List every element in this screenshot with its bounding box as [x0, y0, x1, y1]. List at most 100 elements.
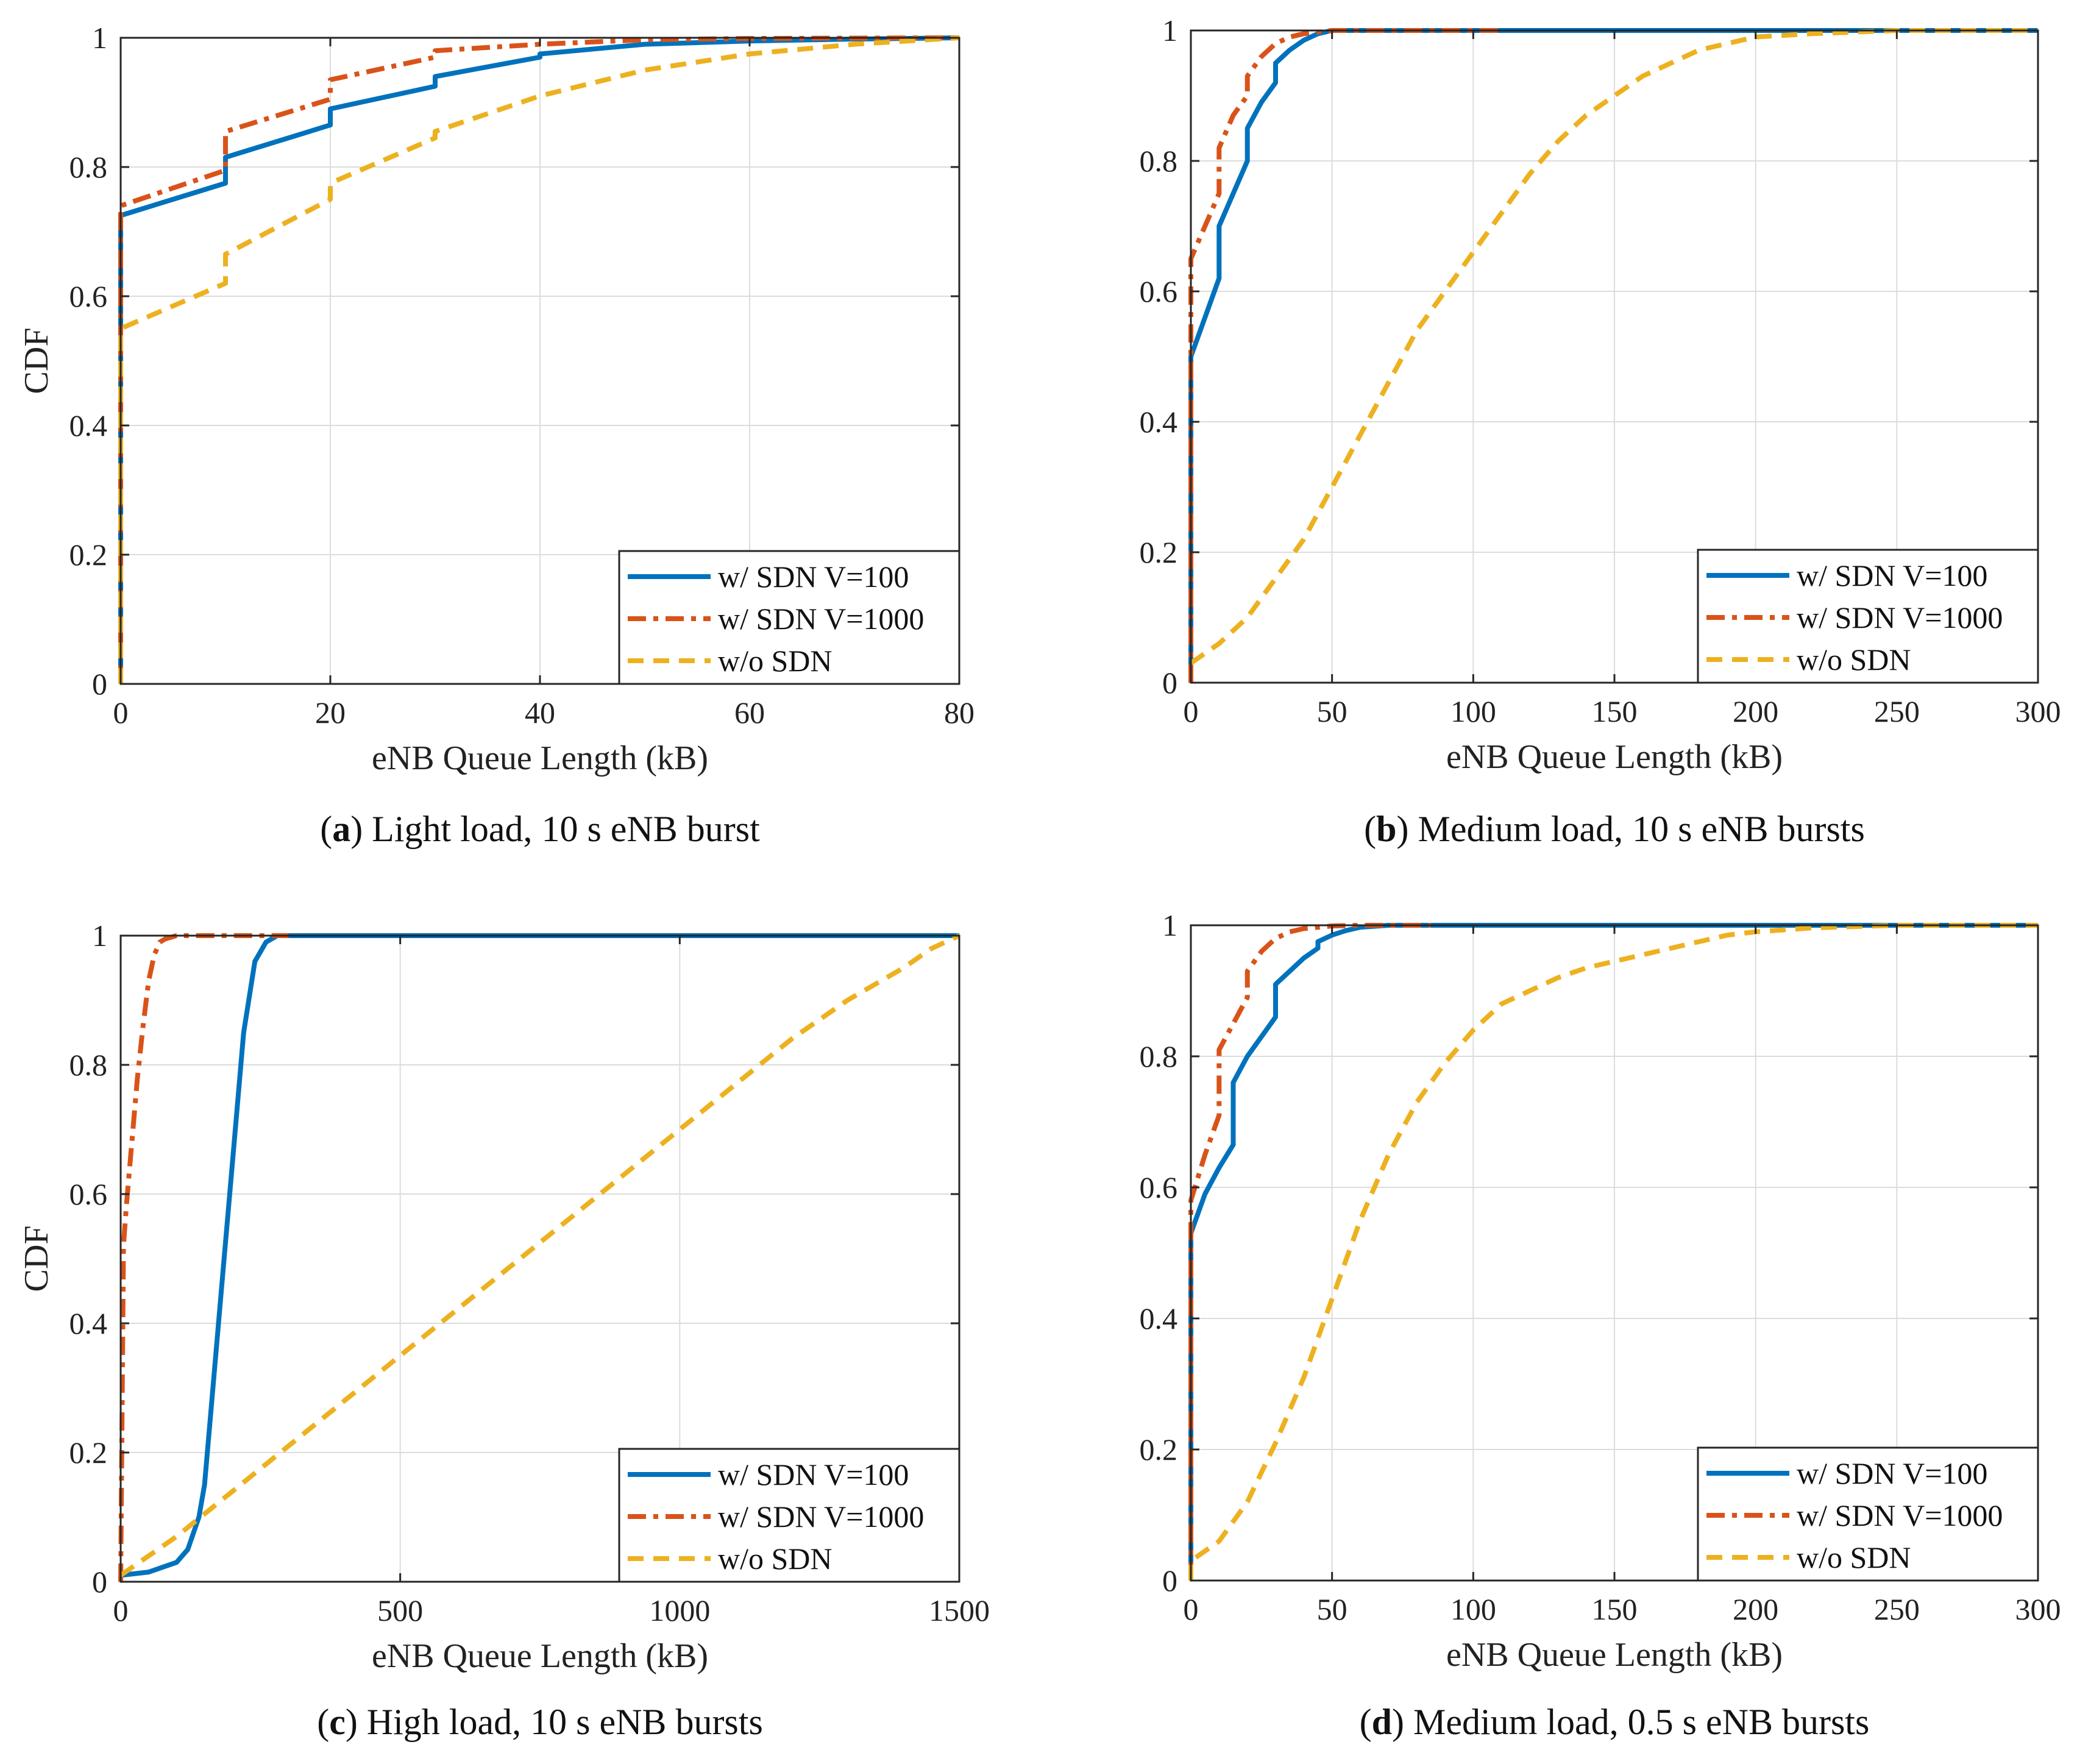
- legend-label-v100: w/ SDN V=100: [1797, 1456, 1987, 1490]
- x-tick-label: 250: [1874, 694, 1920, 728]
- series-line-v100: [1188, 28, 2038, 683]
- panel-caption: (c) High load, 10 s eNB bursts: [317, 1702, 763, 1742]
- chart-panel-c: 0 500 1000 1500 0 0.2 0.4 0.6 0.8 1 eNB Queue Leng…: [18, 919, 990, 1742]
- series-line-nosdn: [118, 35, 960, 684]
- y-tick-label: 0.2: [69, 538, 108, 572]
- chart-panel-a: 0 20 40 60 80 0 0.2 0.4 0.6 0.8 1 eNB Queue Length …: [18, 21, 975, 849]
- legend: w/ SDN V=100 w/ SDN V=1000 w/o SDN: [1697, 1446, 2039, 1582]
- series-group: [1188, 923, 2038, 1581]
- y-tick-label: 0.4: [69, 1306, 108, 1340]
- legend-label-v1000: w/ SDN V=1000: [1797, 1498, 2003, 1532]
- legend-label-v100: w/ SDN V=100: [718, 560, 909, 594]
- x-tick-label: 60: [734, 695, 765, 730]
- caption-text: ) High load, 10 s eNB bursts: [346, 1702, 763, 1742]
- panel-caption: (b) Medium load, 10 s eNB bursts: [1364, 809, 1865, 849]
- caption-text: ) Light load, 10 s eNB burst: [350, 809, 760, 849]
- x-tick-label: 150: [1592, 694, 1638, 728]
- x-tick-label: 80: [944, 695, 975, 730]
- chart-panel-d: 0 50 100 150 200 250 300 0 0.2 0.4 0.6 0.8 1 eNB Queu…: [1140, 908, 2061, 1742]
- legend-label-v1000: w/ SDN V=1000: [1797, 600, 2003, 635]
- x-tick-label: 200: [1733, 1592, 1778, 1626]
- series-group: [118, 35, 960, 684]
- legend-label-v1000: w/ SDN V=1000: [718, 602, 924, 636]
- series-group: [1188, 28, 2038, 683]
- x-tick-label: 300: [2015, 1592, 2061, 1626]
- y-tick-label: 0.6: [69, 1177, 108, 1211]
- legend-label-v100: w/ SDN V=100: [718, 1457, 909, 1492]
- series-line-v1000: [118, 35, 960, 684]
- y-tick-label: 0.6: [1140, 274, 1178, 308]
- x-tick-label: 100: [1450, 1592, 1496, 1626]
- y-axis-label: CDF: [18, 328, 55, 394]
- series-line-v100: [1188, 923, 2038, 1581]
- x-tick-label: 0: [1184, 694, 1199, 728]
- chart-panel-b: 0 50 100 150 200 250 300 0 0.2 0.4 0.6 0.8 1 eNB Queu…: [1140, 13, 2061, 849]
- series-line-v1000: [1188, 923, 1431, 1581]
- legend-label-v100: w/ SDN V=100: [1797, 558, 1987, 592]
- caption-text: ) Medium load, 10 s eNB bursts: [1397, 809, 1865, 849]
- x-tick-label: 0: [113, 695, 129, 730]
- series-line-v100: [118, 35, 960, 684]
- x-tick-label: 1500: [929, 1593, 990, 1627]
- y-tick-label: 1: [92, 21, 107, 55]
- y-tick-label: 0.2: [1140, 535, 1178, 569]
- panel-caption: (a) Light load, 10 s eNB burst: [320, 809, 760, 849]
- caption-paren-open: (: [1364, 809, 1376, 849]
- legend-label-nosdn: w/o SDN: [718, 1542, 833, 1576]
- caption-paren-open: (: [317, 1702, 329, 1742]
- x-axis-label: eNB Queue Length (kB): [1446, 738, 1783, 776]
- caption-panel-letter: d: [1372, 1702, 1392, 1742]
- y-tick-label: 0.4: [1140, 1301, 1178, 1335]
- x-tick-label: 1000: [649, 1593, 710, 1627]
- y-tick-label: 0.6: [1140, 1170, 1178, 1204]
- series-line-nosdn: [1189, 28, 2038, 666]
- y-tick-label: 0.2: [69, 1435, 108, 1470]
- y-tick-label: 0: [92, 667, 107, 701]
- y-tick-label: 0.8: [1140, 1039, 1178, 1073]
- y-axis-label: CDF: [18, 1226, 55, 1292]
- x-tick-label: 150: [1592, 1592, 1638, 1626]
- x-tick-label: 50: [1317, 694, 1347, 728]
- x-tick-label: 100: [1450, 694, 1496, 728]
- legend-label-nosdn: w/o SDN: [1797, 1540, 1911, 1574]
- caption-panel-letter: a: [332, 809, 350, 849]
- y-tick-label: 0.4: [1140, 405, 1178, 439]
- x-axis-label: eNB Queue Length (kB): [372, 739, 708, 777]
- y-tick-label: 1: [1162, 13, 1177, 48]
- caption-panel-letter: c: [329, 1702, 346, 1742]
- y-tick-label: 0: [1162, 666, 1177, 700]
- legend: w/ SDN V=100 w/ SDN V=1000 w/o SDN: [1697, 549, 2039, 684]
- y-tick-label: 0.4: [69, 408, 108, 443]
- series-line-nosdn: [119, 933, 960, 1577]
- y-tick-label: 0.2: [1140, 1432, 1178, 1467]
- x-tick-label: 250: [1874, 1592, 1920, 1626]
- y-tick-label: 0.8: [1140, 144, 1178, 178]
- series-line-v1000: [1188, 28, 1502, 683]
- x-axis-label: eNB Queue Length (kB): [1446, 1636, 1783, 1674]
- x-tick-label: 50: [1317, 1592, 1347, 1626]
- x-tick-label: 0: [113, 1593, 129, 1627]
- y-tick-label: 0.8: [69, 150, 108, 184]
- x-tick-label: 20: [315, 695, 346, 730]
- legend-label-nosdn: w/o SDN: [718, 644, 833, 678]
- y-tick-label: 0: [92, 1565, 107, 1599]
- series-line-nosdn: [1188, 923, 2038, 1581]
- y-tick-label: 0: [1162, 1563, 1177, 1598]
- x-tick-label: 40: [525, 695, 555, 730]
- axes-frame: [119, 934, 960, 1583]
- legend: w/ SDN V=100 w/ SDN V=1000 w/o SDN: [618, 550, 960, 685]
- caption-paren-open: (: [320, 809, 332, 849]
- panel-caption: (d) Medium load, 0.5 s eNB bursts: [1360, 1702, 1870, 1742]
- legend-label-v1000: w/ SDN V=1000: [718, 1499, 924, 1534]
- legend-label-nosdn: w/o SDN: [1797, 642, 1911, 677]
- y-tick-label: 0.8: [69, 1048, 108, 1082]
- y-tick-label: 0.6: [69, 279, 108, 313]
- caption-text: ) Medium load, 0.5 s eNB bursts: [1392, 1702, 1869, 1742]
- caption-paren-open: (: [1360, 1702, 1372, 1742]
- caption-panel-letter: b: [1376, 809, 1396, 849]
- x-tick-label: 500: [377, 1593, 423, 1627]
- x-tick-label: 0: [1184, 1592, 1199, 1626]
- y-tick-label: 1: [92, 919, 107, 953]
